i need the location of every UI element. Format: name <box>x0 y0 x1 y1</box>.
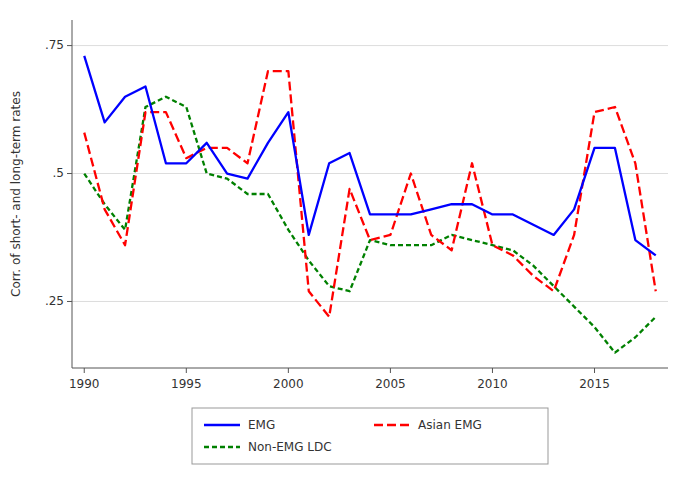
grid-line <box>72 173 668 174</box>
y-tick-label: .75 <box>45 38 64 52</box>
legend-label: Asian EMG <box>418 418 482 432</box>
legend-box <box>192 408 548 464</box>
y-tick-label: .25 <box>45 294 64 308</box>
x-tick-label: 2005 <box>375 377 406 391</box>
legend: EMG Asian EMG Non-EMG LDC <box>192 408 548 464</box>
y-axis-label: Corr. of short- and long-term rates <box>9 91 23 297</box>
legend-label: Non-EMG LDC <box>248 440 332 454</box>
x-tick <box>186 368 187 373</box>
x-tick-label: 1990 <box>69 377 100 391</box>
x-axis-line <box>72 368 668 369</box>
series-line <box>84 71 656 317</box>
x-tick <box>288 368 289 373</box>
y-axis-line <box>72 20 73 368</box>
chart: .25 .5 .75 1990 1995 2000 2005 2010 2015 Corr. of… <box>0 0 688 488</box>
x-tick-label: 2000 <box>273 377 304 391</box>
legend-label: EMG <box>248 418 275 432</box>
y-tick <box>67 301 72 302</box>
x-tick <box>492 368 493 373</box>
x-tick-label: 1995 <box>171 377 202 391</box>
legend-swatch <box>374 424 410 426</box>
legend-swatch <box>204 424 240 426</box>
plot-area <box>84 56 656 353</box>
series-line <box>84 97 656 353</box>
x-tick <box>390 368 391 373</box>
grid-line <box>72 45 668 46</box>
grid-line <box>72 301 668 302</box>
y-tick <box>67 45 72 46</box>
x-tick <box>84 368 85 373</box>
y-tick <box>67 173 72 174</box>
legend-swatch <box>204 446 240 448</box>
y-tick-label: .5 <box>53 166 64 180</box>
x-tick <box>594 368 595 373</box>
x-tick-label: 2010 <box>477 377 508 391</box>
x-tick-label: 2015 <box>579 377 610 391</box>
series-line <box>84 56 656 256</box>
